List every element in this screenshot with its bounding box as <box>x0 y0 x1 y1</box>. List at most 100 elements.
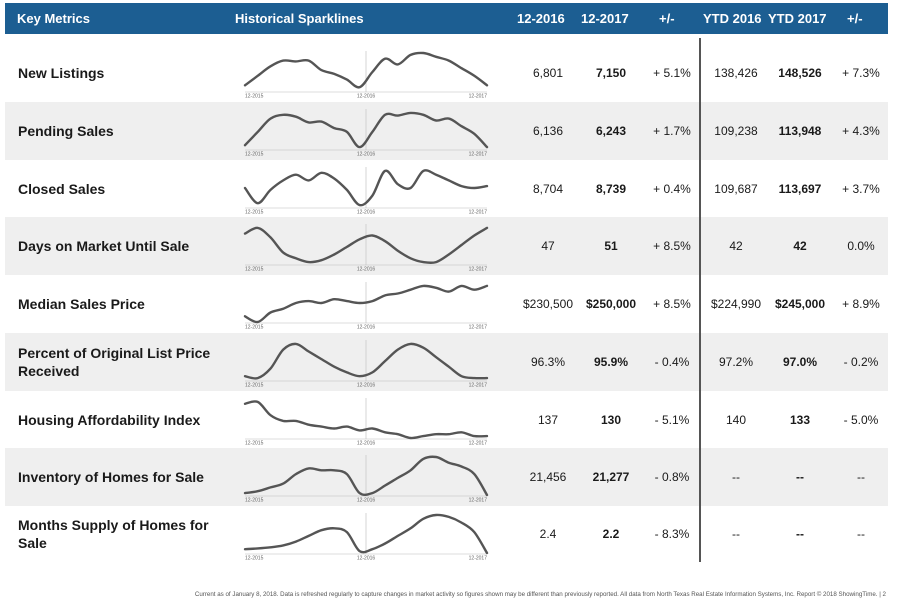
sparkline-tick-label: 12-2016 <box>357 556 376 561</box>
change-value: - 8.3% <box>654 527 690 541</box>
col-2017-header: 12-2017 <box>581 11 629 26</box>
sparkline-path <box>243 342 489 380</box>
sparkline-tick-label: 12-2016 <box>357 498 376 503</box>
table-row: Closed Sales 12-2015 12-2016 12-2017 8,704 8,… <box>5 160 888 217</box>
sparkline-path <box>243 111 489 149</box>
ytd-2017-value: 97.0% <box>782 355 818 369</box>
ytd-change-header: +/- <box>847 11 863 26</box>
footer-note: Current as of January 8, 2018. Data is r… <box>194 591 886 598</box>
sparkline-tick-label: 12-2015 <box>245 441 264 446</box>
metric-label: Pending Sales <box>18 123 114 139</box>
ytd-2016-value: 109,687 <box>714 181 758 196</box>
change-value: + 5.1% <box>653 66 691 80</box>
change-value: - 0.8% <box>654 470 690 484</box>
sparkline-path <box>243 513 489 555</box>
sparkline: 12-2015 12-2016 12-2017 <box>243 398 489 446</box>
sparkline-tick-label: 12-2015 <box>245 383 264 388</box>
table-row: Pending Sales 12-2015 12-2016 12-2017 6,136 6… <box>5 102 888 160</box>
sparkline-tick-label: 12-2016 <box>357 325 376 330</box>
ytd-change-value: + 3.7% <box>842 181 880 196</box>
sparkline: 12-2015 12-2016 12-2017 <box>243 513 489 561</box>
value-2016: 21,456 <box>529 470 567 484</box>
value-2017: 7,150 <box>595 66 627 80</box>
ytd-2017-value: -- <box>796 527 804 541</box>
sparkline: 12-2015 12-2016 12-2017 <box>243 51 489 99</box>
ytd-divider <box>699 38 701 562</box>
table-row: Months Supply of Homes for Sale 12-2015 12… <box>5 506 888 562</box>
sparkline-tick-label: 12-2015 <box>245 152 264 157</box>
ytd-2017-value: 42 <box>793 239 807 253</box>
sparkline: 12-2015 12-2016 12-2017 <box>243 109 489 157</box>
ytd-2016-header: YTD 2016 <box>703 11 762 26</box>
ytd-change-value: -- <box>857 527 865 541</box>
sparkline-tick-label: 12-2015 <box>245 267 264 272</box>
ytd-2017-value: 148,526 <box>778 66 822 80</box>
value-2017: 51 <box>604 239 618 253</box>
change-value: - 0.4% <box>654 355 690 369</box>
ytd-2017-value: -- <box>796 470 804 484</box>
sparkline-path <box>243 226 489 265</box>
ytd-2017-value: 133 <box>789 412 811 427</box>
ytd-2016-value: 138,426 <box>714 66 758 80</box>
ytd-change-value: + 4.3% <box>842 124 880 138</box>
sparkline: 12-2015 12-2016 12-2017 <box>243 340 489 388</box>
ytd-2016-value: $224,990 <box>710 297 762 311</box>
sparkline-tick-label: 12-2017 <box>469 556 488 561</box>
sparkline-tick-label: 12-2016 <box>357 441 376 446</box>
metric-label: Closed Sales <box>18 180 106 197</box>
ytd-2017-value: 113,697 <box>778 181 822 196</box>
sparkline-tick-label: 12-2017 <box>469 325 488 330</box>
sparkline-tick-label: 12-2017 <box>469 267 488 272</box>
value-2017: $250,000 <box>585 297 637 311</box>
sparkline-path <box>243 51 489 89</box>
sparkline-tick-label: 12-2017 <box>469 152 488 157</box>
value-2016: 47 <box>541 239 555 253</box>
ytd-change-value: - 0.2% <box>843 355 879 369</box>
value-2017: 21,277 <box>592 470 630 484</box>
metric-label: Median Sales Price <box>18 296 145 312</box>
value-2016: 2.4 <box>539 527 557 541</box>
sparkline-tick-label: 12-2015 <box>245 498 264 503</box>
table-header: Key Metrics Historical Sparklines 12-201… <box>5 3 888 34</box>
metric-label: Housing Affordability Index <box>18 411 201 428</box>
sparkline: 12-2015 12-2016 12-2017 <box>243 167 489 215</box>
sparkline-tick-label: 12-2017 <box>469 210 488 215</box>
ytd-2016-value: 42 <box>729 239 743 253</box>
value-2016: 8,704 <box>532 181 564 196</box>
ytd-2017-header: YTD 2017 <box>768 11 827 26</box>
table-row: Inventory of Homes for Sale 12-2015 12-201… <box>5 448 888 506</box>
table-row: Percent of Original List Price Received 1… <box>5 333 888 391</box>
value-2016: $230,500 <box>522 297 574 311</box>
ytd-2017-value: 113,948 <box>778 124 822 138</box>
value-2016: 96.3% <box>530 355 566 369</box>
sparkline-path <box>243 400 489 440</box>
table-row: Days on Market Until Sale 12-2015 12-2016 1… <box>5 217 888 275</box>
sparkline-tick-label: 12-2016 <box>357 210 376 215</box>
metric-label: New Listings <box>18 65 105 81</box>
sparkline-tick-label: 12-2015 <box>245 325 264 330</box>
metric-label: Months Supply of Homes for Sale <box>18 517 209 551</box>
ytd-2016-value: 97.2% <box>718 355 754 369</box>
ytd-change-value: - 5.0% <box>843 412 879 427</box>
sparkline-tick-label: 12-2016 <box>357 94 376 99</box>
value-2016: 6,136 <box>532 124 564 138</box>
sparkline-tick-label: 12-2017 <box>469 383 488 388</box>
value-2017: 2.2 <box>602 527 620 541</box>
sparkline: 12-2015 12-2016 12-2017 <box>243 282 489 330</box>
sparkline-tick-label: 12-2017 <box>469 498 488 503</box>
sparkline: 12-2015 12-2016 12-2017 <box>243 224 489 272</box>
value-2017: 8,739 <box>595 181 627 196</box>
sparkline-tick-label: 12-2016 <box>357 267 376 272</box>
col-2016-header: 12-2016 <box>517 11 565 26</box>
sparkline-path <box>243 169 489 207</box>
value-2017: 130 <box>600 412 622 427</box>
metric-label: Days on Market Until Sale <box>18 238 190 254</box>
change-header: +/- <box>659 11 675 26</box>
ytd-change-value: + 7.3% <box>842 66 880 80</box>
ytd-change-value: -- <box>857 470 865 484</box>
table-row: New Listings 12-2015 12-2016 12-2017 6,801 7,… <box>5 44 888 102</box>
ytd-change-value: 0.0% <box>847 239 875 253</box>
sparkline-tick-label: 12-2017 <box>469 441 488 446</box>
table-row: Housing Affordability Index 12-2015 12-201… <box>5 391 888 448</box>
sparkline-path <box>243 455 489 497</box>
